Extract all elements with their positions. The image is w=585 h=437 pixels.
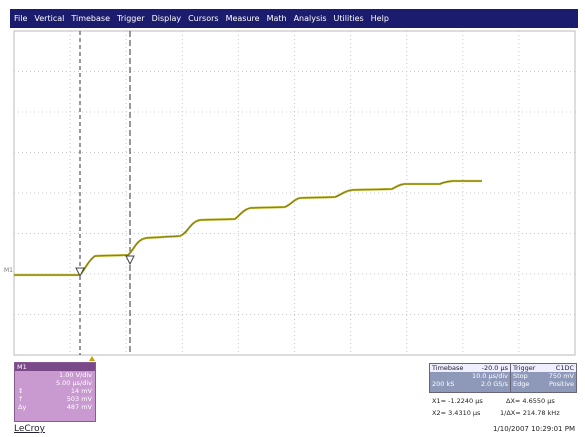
trigger-header: Trigger C1DC <box>511 364 576 372</box>
value: Edge <box>513 380 530 388</box>
channel-row: ↑ 503 mV <box>15 395 95 403</box>
timebase-box: Timebase -20.0 µs 10.0 µs/div 200 kS 2.0 G… <box>429 363 511 393</box>
row-value: 14 mV <box>70 387 92 395</box>
trigger-marker <box>89 356 95 361</box>
timebase-header: Timebase -20.0 µs <box>430 364 510 372</box>
row: 200 kS 2.0 GS/s <box>430 380 510 388</box>
row: Edge Positive <box>511 380 576 388</box>
label: Trigger <box>513 364 536 372</box>
cursor-dx: ΔX= 4.6550 µs <box>506 397 555 405</box>
cursor-x1: X1= -1.2240 µs <box>432 397 483 405</box>
cursor-2-marker <box>125 255 135 266</box>
channel-row: ↕ 14 mV <box>15 387 95 395</box>
cursor-inv-dx: 1/ΔX= 214.78 kHz <box>500 409 560 417</box>
value: C1DC <box>555 364 574 372</box>
timestamp: 1/10/2007 10:29:01 PM <box>492 425 575 433</box>
grid <box>14 31 575 355</box>
menu-bar: File Vertical Timebase Trigger Display Cursor… <box>10 9 578 28</box>
row: Stop 750 mV <box>511 372 576 380</box>
row-value: 487 mV <box>66 403 92 411</box>
row: 10.0 µs/div <box>430 372 510 380</box>
value: 750 mV <box>548 372 574 380</box>
cursor-1-marker <box>75 267 85 278</box>
value: 200 kS <box>432 380 455 388</box>
menu-item[interactable]: Timebase <box>71 14 110 23</box>
label: Timebase <box>432 364 464 372</box>
value: -20.0 µs <box>481 364 508 372</box>
value: 2.0 GS/s <box>480 380 508 388</box>
row-value: 1.00 V/div <box>59 371 92 379</box>
channel-title: M1 <box>15 363 95 371</box>
menu-item[interactable]: Vertical <box>34 14 65 23</box>
channel-row: 1.00 V/div <box>15 371 95 379</box>
channel-row: 5.00 µs/div <box>15 379 95 387</box>
menu-item[interactable]: File <box>14 14 28 23</box>
menu-item[interactable]: Help <box>370 14 389 23</box>
menu-item[interactable]: Display <box>151 14 182 23</box>
channel-box: M1 1.00 V/div 5.00 µs/div ↕ 14 mV ↑ 503 mV Δy 4… <box>14 362 96 422</box>
brand: LeCroy <box>14 424 46 434</box>
menu-item[interactable]: Math <box>266 14 287 23</box>
menu-item[interactable]: Trigger <box>117 14 145 23</box>
menu-item[interactable]: Measure <box>225 14 260 23</box>
value: Positive <box>548 380 574 388</box>
row-key: Δy <box>18 403 27 411</box>
row-value: 503 mV <box>66 395 92 403</box>
row-key: ↑ <box>18 395 24 403</box>
trace-core <box>14 180 482 276</box>
trace-label: M1 <box>4 267 13 274</box>
value: 10.0 µs/div <box>471 372 508 380</box>
menu-item[interactable]: Utilities <box>333 14 364 23</box>
row-value: 5.00 µs/div <box>55 379 92 387</box>
menu-item[interactable]: Analysis <box>293 14 327 23</box>
value: Stop <box>513 372 528 380</box>
menu-item[interactable]: Cursors <box>188 14 219 23</box>
cursor-x2: X2= 3.4310 µs <box>432 409 481 417</box>
channel-row: Δy 487 mV <box>15 403 95 411</box>
trigger-box: Trigger C1DC Stop 750 mV Edge Positive <box>510 363 577 393</box>
row-key: ↕ <box>18 387 24 395</box>
